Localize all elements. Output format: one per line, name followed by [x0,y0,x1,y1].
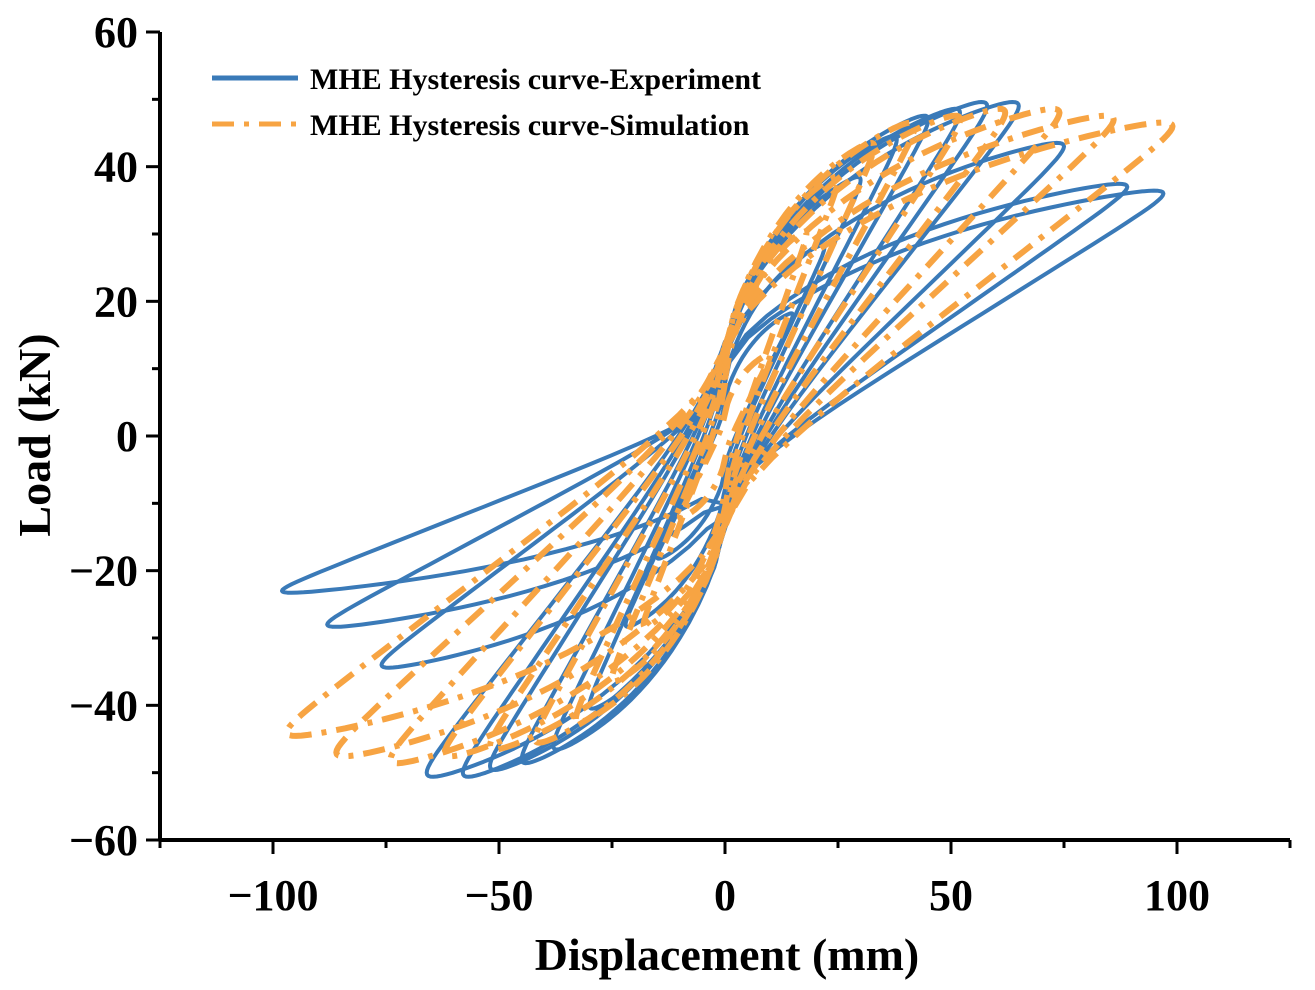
y-tick-label: 40 [94,143,138,192]
hysteresis-loop [333,112,1117,760]
hysteresis-loop [387,105,1063,767]
y-tick-label: −60 [69,816,138,865]
x-tick-label: −100 [227,871,318,920]
hysteresis-loop [325,181,1130,629]
legend-label-experiment: MHE Hysteresis curve-Experiment [310,63,761,96]
series-simulation [283,105,1176,767]
hysteresis-loop [551,134,899,752]
x-tick-label: 50 [929,871,973,920]
y-tick-label: 60 [94,8,138,57]
x-axis-title: Displacement (mm) [535,929,920,980]
hysteresis-loop [609,174,841,685]
legend-label-simulation: MHE Hysteresis curve-Simulation [310,109,750,142]
hysteresis-loop [424,100,1021,779]
x-tick-label: −50 [464,871,533,920]
hysteresis-loop [640,228,810,630]
y-tick-label: −40 [69,681,138,730]
y-axis-title: Load (kN) [9,333,60,536]
hysteresis-loop [441,105,1009,760]
y-tick-label: 0 [116,412,138,461]
axis-ticks: −100 −50 0 50 100 −60 −40 −20 0 20 40 60 [69,8,1292,920]
x-tick-label: 0 [714,871,736,920]
y-tick-label: 20 [94,277,138,326]
hysteresis-loop [283,119,1176,739]
hysteresis-loops [280,100,1176,779]
x-tick-label: 100 [1144,871,1210,920]
hysteresis-loop [487,112,963,753]
axes [158,32,1290,842]
y-tick-label: −20 [69,547,138,596]
hysteresis-loop [280,188,1166,595]
legend: MHE Hysteresis curve-Experiment MHE Hyst… [212,63,761,142]
